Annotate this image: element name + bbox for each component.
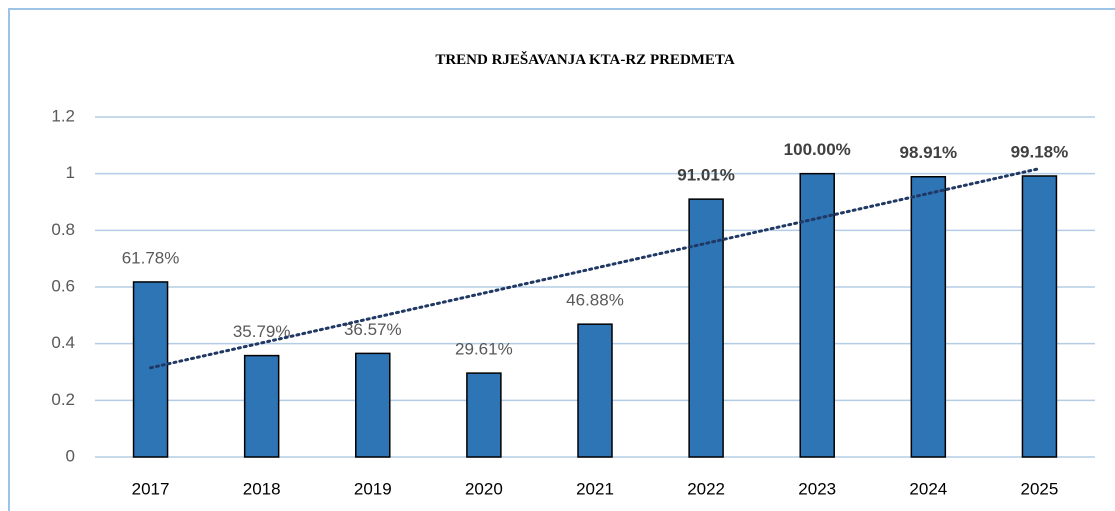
y-tick-label: 0.2 <box>51 390 75 409</box>
chart-title: TREND RJEŠAVANJA KTA-RZ PREDMETA <box>435 52 735 68</box>
y-tick-label: 1 <box>66 163 75 182</box>
data-label: 98.91% <box>899 143 957 162</box>
x-tick-label: 2023 <box>798 479 836 498</box>
x-tick-label: 2021 <box>576 479 614 498</box>
bar <box>910 176 947 458</box>
y-tick-label: 0.8 <box>51 220 75 239</box>
data-label: 99.18% <box>1011 142 1069 161</box>
x-tick-label: 2020 <box>465 479 503 498</box>
bar <box>243 354 280 458</box>
data-label: 100.00% <box>784 140 851 159</box>
bar <box>1021 175 1058 458</box>
bar <box>688 198 724 458</box>
data-label: 35.79% <box>233 322 291 341</box>
y-tick-label: 0.4 <box>51 333 75 352</box>
data-label: 91.01% <box>677 166 735 185</box>
y-tick-label: 0.6 <box>51 276 75 295</box>
bar <box>355 352 391 458</box>
x-tick-label: 2024 <box>909 479 947 498</box>
bar <box>577 323 613 458</box>
y-tick-label: 0 <box>66 446 75 465</box>
x-tick-label: 2017 <box>132 479 170 498</box>
chart-border <box>8 8 1115 511</box>
x-tick-label: 2025 <box>1021 479 1059 498</box>
bar <box>466 372 502 458</box>
bar <box>132 281 169 458</box>
data-label: 46.88% <box>566 291 624 310</box>
x-tick-label: 2022 <box>687 479 725 498</box>
x-tick-label: 2019 <box>354 479 392 498</box>
trendline <box>149 167 1041 370</box>
data-label: 36.57% <box>344 320 402 339</box>
data-label: 29.61% <box>455 340 513 359</box>
x-tick-label: 2018 <box>243 479 281 498</box>
y-tick-label: 1.2 <box>51 106 75 125</box>
data-label: 61.78% <box>122 248 180 267</box>
